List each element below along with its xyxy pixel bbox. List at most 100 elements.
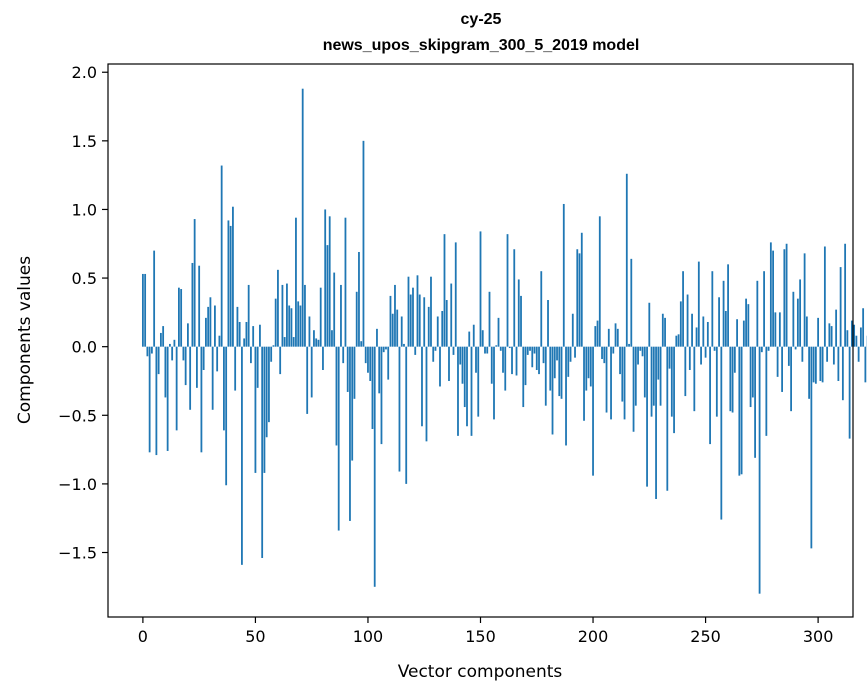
bar-176	[538, 346, 540, 375]
bar-316	[853, 324, 856, 347]
bar-78	[317, 339, 320, 347]
bar-267	[742, 320, 745, 347]
bar-317	[855, 335, 858, 347]
bar-144	[466, 346, 468, 427]
bar-202	[596, 320, 599, 347]
bar-307	[832, 346, 835, 365]
bar-9	[162, 326, 165, 347]
bar-143	[463, 346, 466, 408]
bar-140	[457, 346, 459, 436]
bar-211	[616, 328, 619, 347]
bar-173	[531, 346, 534, 368]
bar-181	[549, 346, 552, 391]
bar-233	[666, 346, 669, 491]
bar-172	[529, 346, 531, 351]
bar-284	[781, 346, 783, 392]
bar-14	[173, 339, 176, 347]
bar-75	[310, 346, 313, 398]
bar-129	[432, 346, 435, 362]
bar-311	[841, 346, 844, 401]
y-tick-label: 1.0	[72, 200, 97, 219]
bar-13	[171, 346, 174, 361]
bar-271	[751, 346, 754, 398]
bar-68	[295, 217, 297, 347]
bar-45	[243, 338, 246, 347]
bar-62	[281, 284, 284, 347]
bar-28	[205, 317, 207, 347]
bar-74	[308, 316, 311, 347]
bar-179	[544, 346, 547, 406]
bar-223	[643, 346, 646, 398]
bar-35	[220, 165, 223, 347]
bar-227	[652, 346, 655, 406]
bar-242	[686, 294, 689, 347]
bar-278	[767, 346, 770, 351]
bar-210	[614, 323, 617, 347]
bar-203	[598, 216, 601, 347]
bar-40	[232, 206, 234, 347]
bar-208	[610, 346, 612, 420]
bar-197	[585, 346, 588, 391]
bar-61	[279, 346, 282, 375]
bar-10	[164, 346, 167, 398]
bar-215	[625, 173, 628, 347]
bar-243	[688, 346, 691, 370]
bar-209	[612, 346, 615, 354]
bar-254	[713, 346, 716, 351]
bar-293	[801, 346, 804, 362]
bar-183	[553, 346, 556, 379]
bar-112	[394, 284, 396, 347]
bar-158	[497, 317, 500, 347]
bar-103	[373, 346, 376, 587]
bar-105	[378, 346, 381, 394]
bar-257	[720, 346, 723, 520]
bar-91	[346, 346, 349, 392]
bar-187	[562, 203, 565, 347]
bar-266	[740, 346, 743, 475]
bar-32	[214, 305, 216, 347]
bar-84	[331, 330, 333, 347]
bar-2	[146, 346, 149, 357]
bar-51	[256, 346, 259, 388]
bar-27	[202, 346, 205, 370]
bar-54	[263, 346, 266, 473]
bar-31	[211, 346, 214, 410]
bar-177	[540, 271, 543, 347]
x-tick-label: 150	[465, 627, 496, 646]
x-tick-label: 100	[353, 627, 384, 646]
bar-167	[517, 279, 520, 347]
bar-50	[254, 346, 257, 473]
bar-4	[150, 346, 153, 354]
bar-178	[542, 346, 545, 364]
bar-135	[445, 300, 448, 347]
bar-153	[486, 346, 489, 354]
bar-110	[389, 295, 392, 347]
bar-47	[247, 284, 250, 347]
bar-15	[175, 346, 178, 431]
y-axis-label: Components values	[15, 256, 35, 424]
bar-231	[661, 313, 664, 347]
bar-188	[565, 346, 567, 446]
bar-24	[196, 346, 198, 388]
bar-299	[814, 346, 817, 384]
bar-281	[774, 312, 777, 347]
bar-98	[362, 140, 365, 347]
bar-90	[344, 217, 347, 347]
bar-301	[819, 346, 822, 381]
bar-0	[141, 273, 144, 347]
bar-55	[265, 346, 268, 438]
x-axis-label: Vector components	[398, 662, 563, 682]
bar-201	[594, 326, 597, 347]
bar-52	[259, 324, 261, 347]
bar-139	[454, 242, 457, 347]
bar-93	[351, 346, 354, 461]
bar-264	[736, 319, 738, 347]
bar-122	[416, 275, 419, 347]
bar-39	[229, 225, 232, 347]
bar-258	[722, 280, 725, 347]
bar-125	[423, 297, 426, 347]
bar-7	[157, 346, 160, 375]
bars-group	[141, 88, 867, 594]
bar-152	[484, 346, 486, 354]
